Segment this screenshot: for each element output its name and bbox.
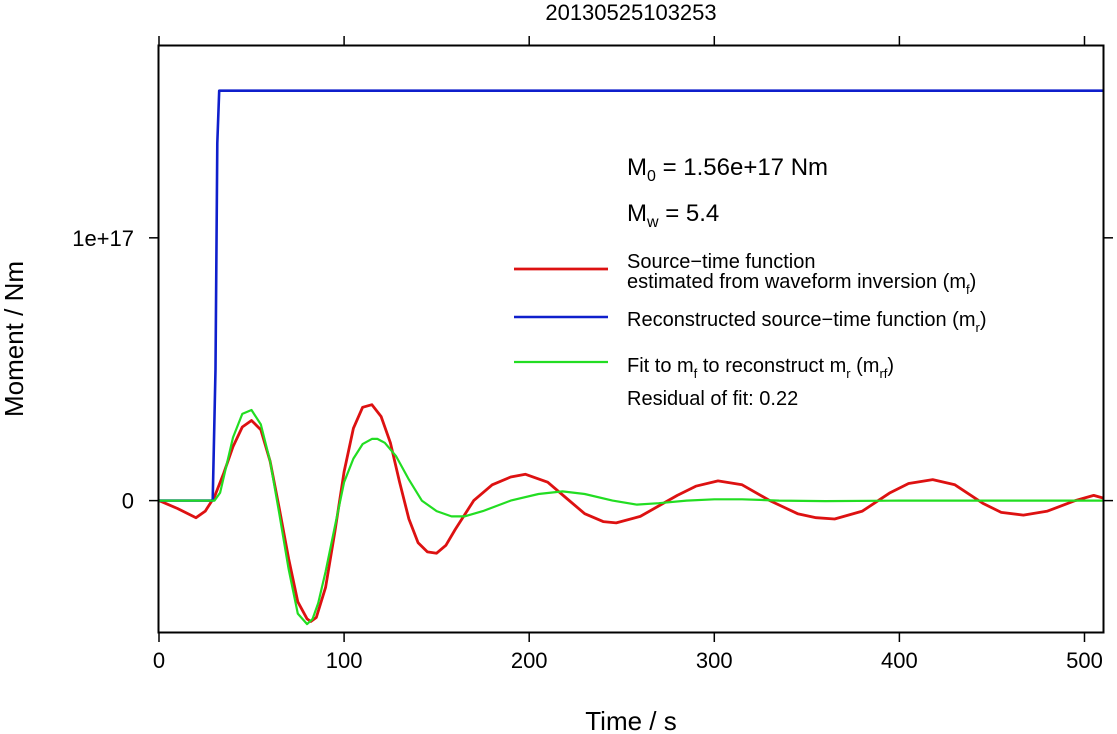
x-tick-label: 200 [511, 648, 548, 673]
series-line-1 [157, 403, 1105, 623]
chart-title: 20130525103253 [545, 0, 716, 25]
legend-label-3: Fit to mf to reconstruct mr (mrf) [627, 355, 894, 381]
y-tick-label: 0 [122, 489, 134, 514]
x-tick-label: 100 [326, 648, 363, 673]
plot-frame [157, 44, 1105, 634]
residual-annotation: Residual of fit: 0.22 [627, 388, 798, 410]
x-tick-label: 400 [881, 648, 918, 673]
x-tick-label: 300 [696, 648, 733, 673]
axes-layer: 0 100 200 300 400 500 0 1e+17 [72, 36, 1113, 673]
series-line-3 [157, 408, 1105, 626]
moment-stats: M0 = 1.56e+17 Nm Mw = 5.4 Residual of fit:… [627, 154, 828, 410]
legend-label-1: estimated from waveform inversion (mf) [627, 271, 976, 297]
mw-annotation: Mw = 5.4 [627, 200, 719, 231]
legend-label-1: Source−time function [627, 251, 815, 273]
x-tick-label: 500 [1066, 648, 1103, 673]
legend-label-2: Reconstructed source−time function (mr) [627, 309, 987, 335]
x-tick-label: 0 [153, 648, 165, 673]
series-line-2 [157, 89, 1105, 502]
m0-annotation: M0 = 1.56e+17 Nm [627, 154, 828, 185]
series-layer [157, 89, 1105, 626]
y-tick-label: 1e+17 [72, 226, 134, 251]
y-axis-label: Moment / Nm [0, 261, 29, 417]
x-axis-label: Time / s [585, 706, 676, 734]
